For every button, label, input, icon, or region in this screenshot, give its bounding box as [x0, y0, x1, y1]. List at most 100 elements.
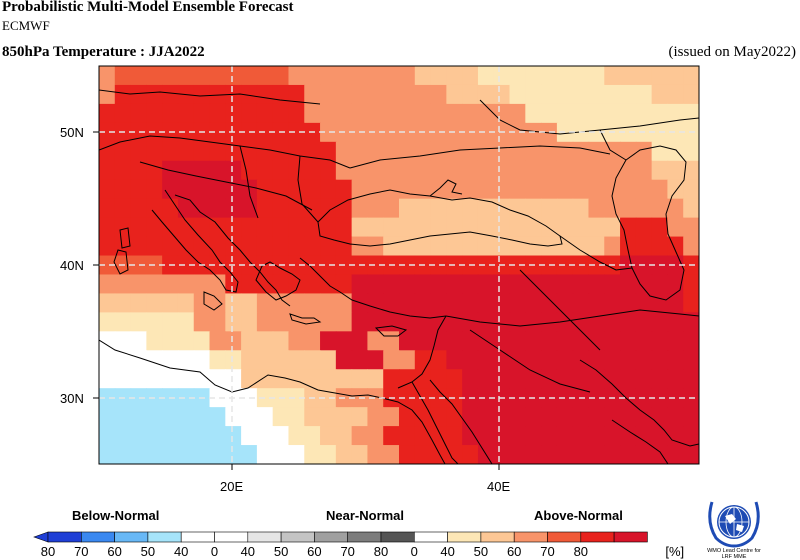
legend-below-normal: Below-Normal [72, 508, 160, 523]
grid-cell [620, 407, 637, 427]
grid-cell [667, 312, 684, 332]
colorbar-swatch [147, 531, 182, 543]
grid-cell [541, 445, 558, 464]
grid-cell [588, 236, 605, 257]
grid-cell [399, 426, 416, 446]
grid-cell [162, 236, 179, 257]
grid-cell [651, 369, 669, 389]
grid-cell [509, 160, 526, 181]
grid-cell [556, 293, 574, 313]
grid-cell [209, 160, 226, 181]
grid-cell [146, 407, 163, 427]
grid-cell [651, 84, 669, 105]
grid-cell [541, 350, 558, 370]
grid-cell [367, 103, 384, 124]
grid-cell [146, 66, 163, 86]
grid-cell [604, 198, 621, 219]
grid-cell [320, 84, 337, 105]
grid-cell [130, 198, 147, 219]
grid-cell [241, 407, 258, 427]
grid-cell [414, 236, 432, 257]
colorbar-tick-label: 80 [574, 544, 588, 559]
grid-cell [130, 160, 147, 181]
grid-cell [367, 255, 384, 276]
grid-cell [430, 141, 447, 162]
grid-cell [304, 445, 321, 464]
grid-cell [304, 236, 321, 257]
grid-cell [383, 141, 400, 162]
grid-cell [335, 66, 353, 86]
colorbar-tick-label: 0 [411, 544, 418, 559]
map-title: 850hPa Temperature : JJA2022 [2, 44, 205, 60]
grid-cell [99, 236, 116, 257]
grid-cell [114, 141, 132, 162]
grid-cell [99, 369, 116, 389]
grid-cell [320, 407, 337, 427]
grid-cell [146, 350, 163, 370]
grid-cell [367, 426, 384, 446]
grid-cell [414, 141, 432, 162]
grid-cell [572, 217, 590, 238]
grid-cell [162, 445, 179, 464]
grid-cell [241, 312, 258, 332]
grid-cell [462, 407, 479, 427]
grid-cell [241, 293, 258, 313]
grid-cell [367, 217, 384, 238]
grid-cell [509, 198, 526, 219]
grid-cell [162, 350, 179, 370]
grid-cell [556, 312, 574, 332]
lat-label-30n: 30N [60, 391, 84, 406]
grid-cell [651, 217, 669, 238]
grid-cell [683, 179, 699, 200]
grid-cell [399, 369, 416, 389]
grid-cell [683, 236, 699, 257]
grid-cell [335, 293, 353, 313]
grid-cell [572, 331, 590, 351]
grid-cell [99, 66, 116, 86]
grid-cell [620, 198, 637, 219]
grid-cell [430, 350, 447, 370]
grid-cell [430, 293, 447, 313]
colorbar-swatch [280, 531, 315, 543]
colorbar-tick-label: 0 [211, 544, 218, 559]
grid-cell [383, 103, 400, 124]
grid-cell [304, 331, 321, 351]
grid-cell [383, 445, 400, 464]
grid-cell [256, 141, 274, 162]
grid-cell [177, 369, 195, 389]
grid-cell [572, 236, 590, 257]
grid-cell [256, 122, 274, 143]
grid-cell [651, 160, 669, 181]
grid-cell [635, 426, 653, 446]
grid-cell [162, 66, 179, 86]
grid-cell [130, 236, 147, 257]
grid-cell [414, 407, 432, 427]
grid-cell [383, 236, 400, 257]
grid-cell [177, 141, 195, 162]
grid-cell [430, 84, 447, 105]
grid-cell [177, 331, 195, 351]
grid-cell [414, 445, 432, 464]
grid-cell [556, 407, 574, 427]
grid-cell [525, 331, 542, 351]
grid-cell [604, 179, 621, 200]
grid-cell [193, 141, 211, 162]
grid-cell [525, 66, 542, 86]
grid-cell [193, 369, 211, 389]
grid-cell [351, 293, 369, 313]
grid-cell [367, 350, 384, 370]
grid-cell [256, 407, 274, 427]
grid-cell [383, 407, 400, 427]
grid-cell [241, 445, 258, 464]
grid-cell [209, 388, 226, 408]
grid-cell [351, 217, 369, 238]
grid-cell [635, 179, 653, 200]
grid-cell [367, 179, 384, 200]
grid-cell [367, 66, 384, 86]
grid-cell [588, 331, 605, 351]
grid-cell [209, 236, 226, 257]
grid-cell [556, 255, 574, 276]
grid-cell [177, 293, 195, 313]
grid-cell [683, 445, 699, 464]
grid-cell [130, 274, 147, 295]
